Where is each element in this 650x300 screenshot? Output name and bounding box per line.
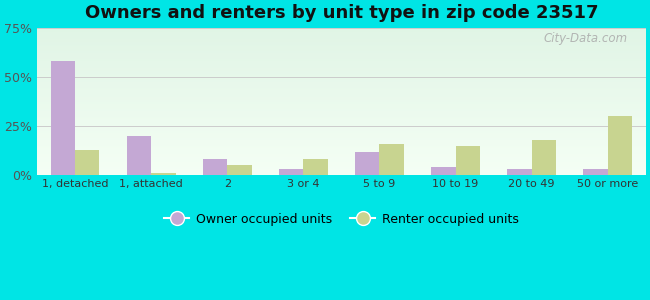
Bar [355, 152, 380, 175]
Bar [584, 169, 608, 175]
Legend: Owner occupied units, Renter occupied units: Owner occupied units, Renter occupied un… [159, 208, 523, 231]
Title: Owners and renters by unit type in zip code 23517: Owners and renters by unit type in zip c… [84, 4, 598, 22]
Bar [127, 136, 151, 175]
Bar [51, 61, 75, 175]
Text: City-Data.com: City-Data.com [543, 32, 627, 45]
Bar [608, 116, 632, 175]
Bar [279, 169, 304, 175]
Bar [75, 150, 99, 175]
Bar [456, 146, 480, 175]
Bar [227, 165, 252, 175]
Bar [431, 167, 456, 175]
Bar [151, 173, 176, 175]
Bar [203, 159, 228, 175]
Bar [508, 169, 532, 175]
Bar [304, 159, 328, 175]
Bar [380, 144, 404, 175]
Bar [532, 140, 556, 175]
